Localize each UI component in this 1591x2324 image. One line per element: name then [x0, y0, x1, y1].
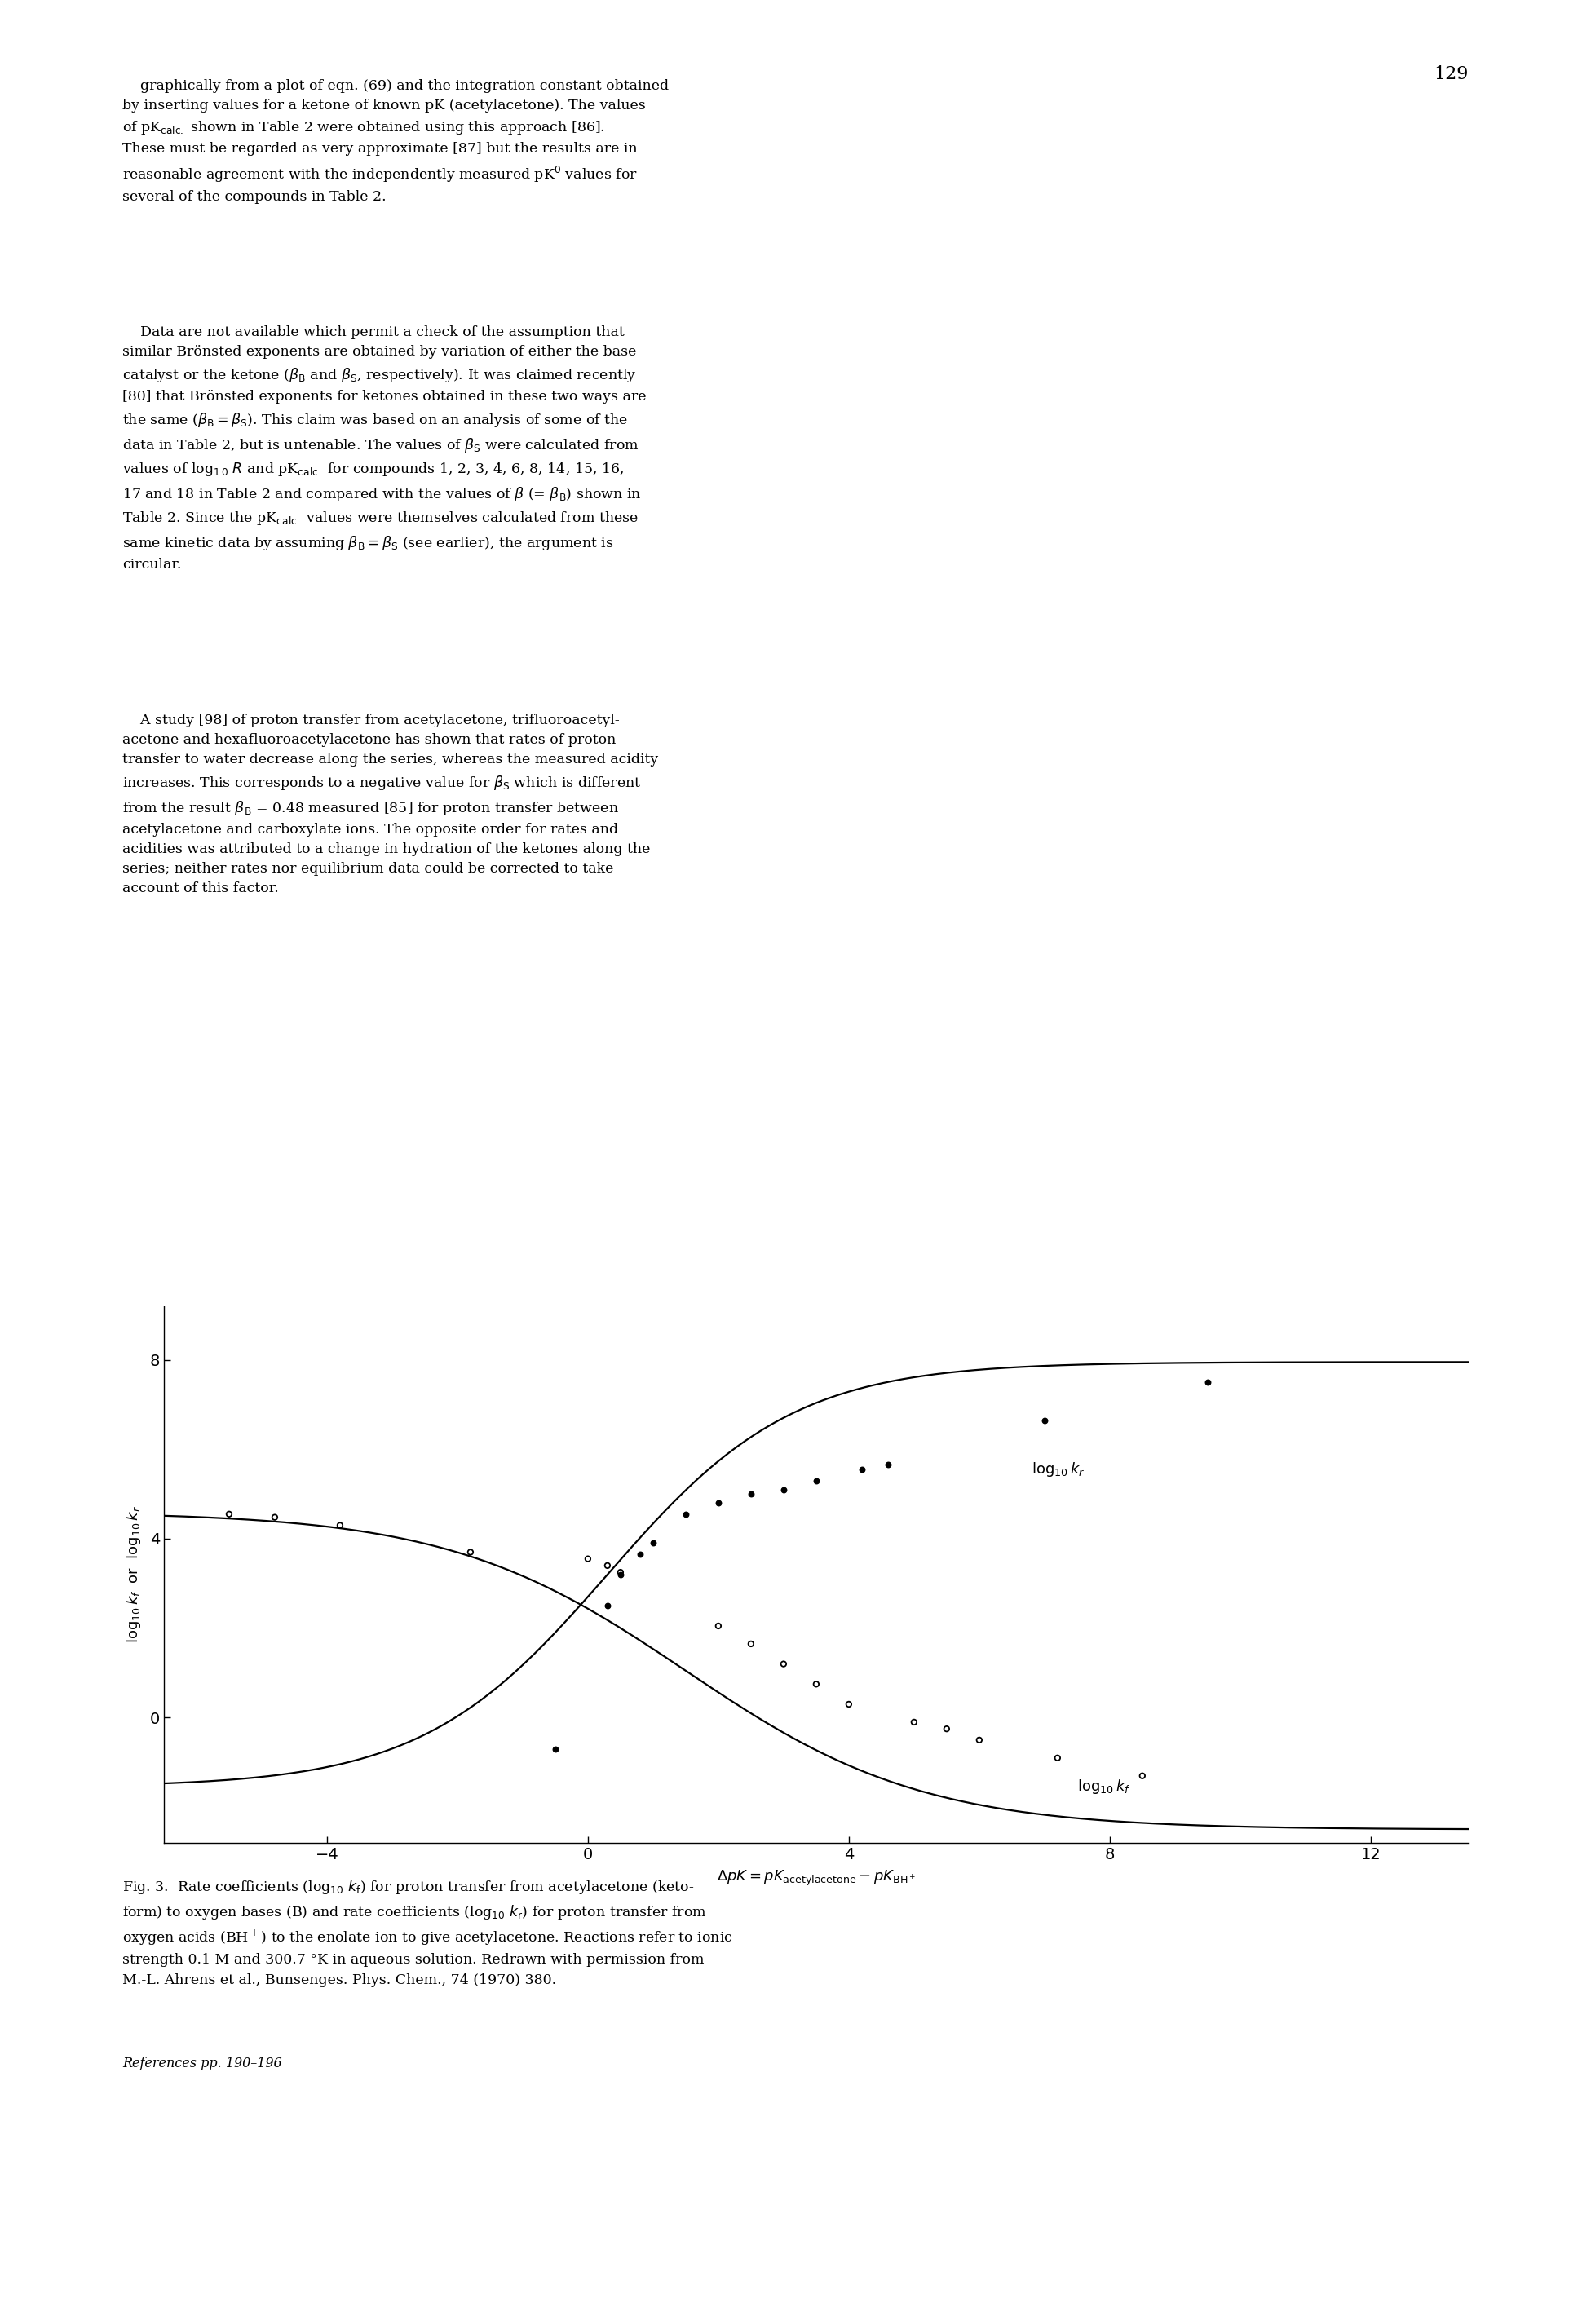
Point [770, 1471, 796, 1508]
Point [458, 1534, 484, 1571]
Text: References pp. 190–196: References pp. 190–196 [123, 2057, 282, 2071]
Point [673, 1497, 698, 1534]
Y-axis label: $\log_{10} k_f$  or  $\log_{10} k_r$: $\log_{10} k_f$ or $\log_{10} k_r$ [126, 1506, 143, 1643]
Point [850, 1450, 875, 1487]
Point [263, 1499, 288, 1536]
Point [803, 1666, 829, 1703]
Point [967, 1722, 993, 1759]
Text: $\log_{10}k_f$: $\log_{10}k_f$ [1077, 1778, 1131, 1796]
Point [803, 1462, 829, 1499]
Point [576, 1541, 601, 1578]
Point [738, 1476, 764, 1513]
Text: Data are not available which permit a check of the assumption that
similar Bröns: Data are not available which permit a ch… [123, 325, 646, 572]
Point [608, 1557, 633, 1594]
Text: $\log_{10}k_r$: $\log_{10}k_r$ [1031, 1459, 1085, 1478]
Point [1195, 1364, 1220, 1401]
Point [1130, 1757, 1155, 1794]
Point [328, 1506, 353, 1543]
Point [1045, 1738, 1071, 1776]
Point [901, 1703, 926, 1741]
Point [875, 1446, 901, 1483]
Point [738, 1624, 764, 1662]
Point [595, 1587, 620, 1624]
Point [627, 1536, 652, 1573]
Text: 129: 129 [1433, 65, 1468, 84]
Point [608, 1555, 633, 1592]
Text: graphically from a plot of eqn. (69) and the integration constant obtained
by in: graphically from a plot of eqn. (69) and… [123, 79, 668, 205]
Point [640, 1525, 665, 1562]
Point [706, 1608, 732, 1645]
Point [770, 1645, 796, 1683]
X-axis label: $\Delta pK = pK_{\mathrm{acetylacetone}} - pK_{\mathrm{BH^+}}$: $\Delta pK = pK_{\mathrm{acetylacetone}}… [716, 1868, 916, 1887]
Point [837, 1685, 862, 1722]
Text: A study [98] of proton transfer from acetylacetone, trifluoroacetyl-
acetone and: A study [98] of proton transfer from ace… [123, 713, 659, 895]
Point [934, 1710, 959, 1748]
Point [1033, 1401, 1058, 1439]
Text: Fig. 3.  Rate coefficients (log$_{10}$ $k_{\mathrm{f}}$) for proton transfer fro: Fig. 3. Rate coefficients (log$_{10}$ $k… [123, 1878, 733, 1987]
Point [543, 1731, 568, 1769]
Point [595, 1548, 620, 1585]
Point [706, 1485, 732, 1522]
Point [216, 1497, 242, 1534]
